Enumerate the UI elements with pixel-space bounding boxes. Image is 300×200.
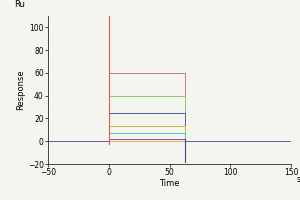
Text: s: s <box>297 175 300 184</box>
X-axis label: Time: Time <box>159 179 180 188</box>
Text: Ru: Ru <box>14 0 25 9</box>
Y-axis label: Response: Response <box>16 70 25 110</box>
